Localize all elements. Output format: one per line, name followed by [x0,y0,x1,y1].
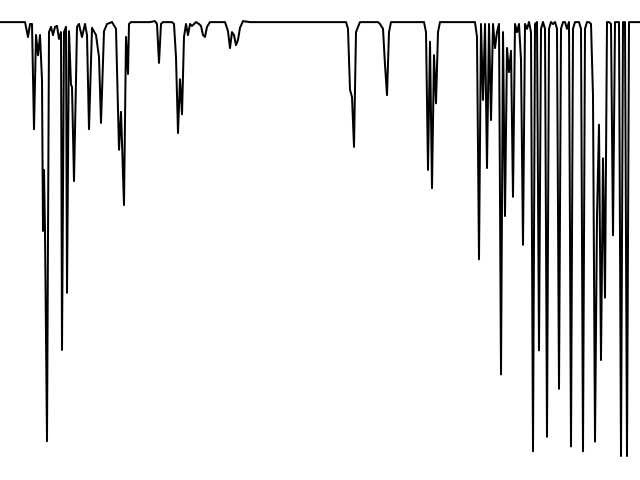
series-layer [0,20,640,457]
series-line-0 [0,20,640,457]
